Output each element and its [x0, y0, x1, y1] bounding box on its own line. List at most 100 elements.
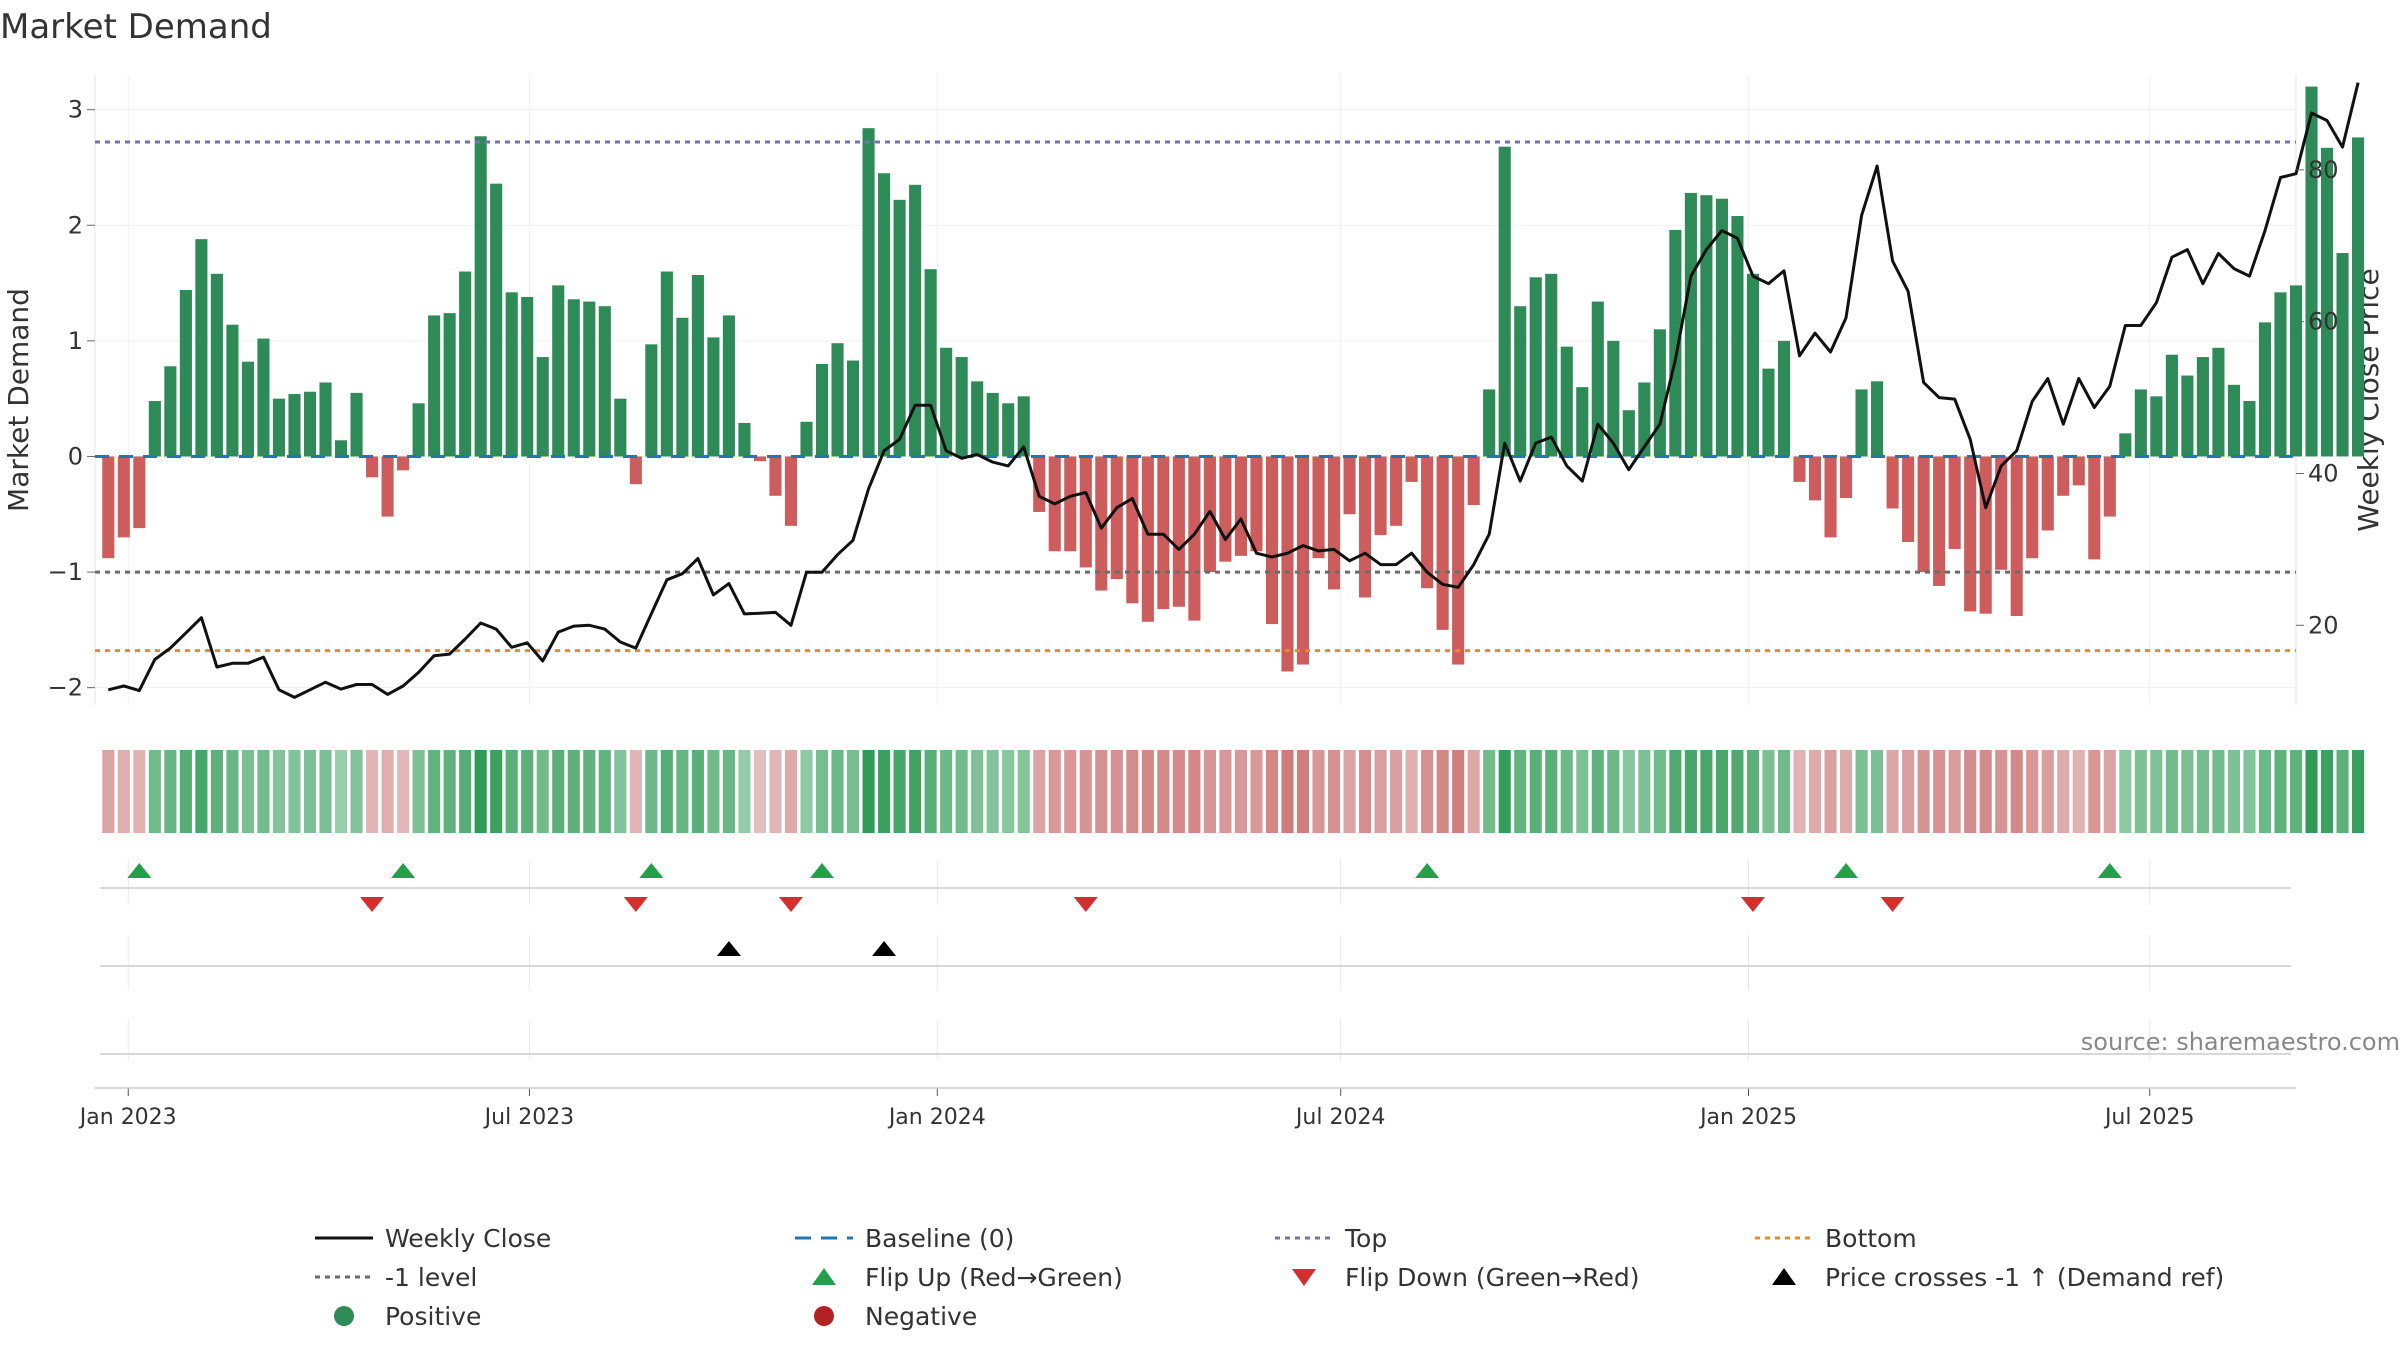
demand-bar — [1886, 456, 1899, 509]
legend-item: Price crosses -1 ↑ (Demand ref) — [1772, 1263, 2224, 1292]
x-axis-ticks: Jan 2023 Jul 2023 Jan 2024 Jul 2024 Jan 2025… — [78, 1087, 2296, 1130]
heat-strip-cell — [2181, 750, 2194, 833]
demand-bar — [1622, 410, 1635, 457]
heat-strip-cell — [226, 750, 239, 833]
legend-swatch-tri-up — [1772, 1268, 1796, 1285]
demand-bar — [1281, 456, 1294, 672]
demand-bar — [1421, 456, 1434, 589]
demand-bar — [986, 392, 999, 457]
heat-strip-cell — [691, 750, 704, 833]
flip-up-marker — [1415, 863, 1440, 878]
heat-strip-cell — [2212, 750, 2225, 833]
flip-down-marker — [1880, 897, 1905, 912]
demand-bar — [846, 360, 860, 457]
heat-strip-cell — [1777, 750, 1791, 833]
demand-bar — [334, 440, 348, 457]
heat-strip-cell — [1638, 750, 1651, 833]
heat-strip-cell — [1622, 750, 1635, 833]
demand-bar — [2057, 456, 2070, 496]
x-gridlines — [127, 75, 2151, 1060]
demand-bar — [629, 456, 642, 485]
price-cross-marker — [872, 941, 897, 956]
heat-strip-cell — [1374, 750, 1387, 833]
heat-strip-cell — [334, 750, 348, 833]
demand-bar — [490, 183, 503, 457]
legend-item: -1 level — [315, 1263, 477, 1292]
flip-up-marker — [127, 863, 152, 878]
heat-strip-cell — [1421, 750, 1434, 833]
demand-bar — [459, 271, 472, 457]
demand-bar — [1669, 229, 1682, 457]
heat-strip-cell — [1405, 750, 1418, 833]
heat-strip-cell — [1824, 750, 1837, 833]
demand-bar — [2134, 389, 2147, 457]
demand-bar — [1777, 340, 1791, 457]
heat-strip-cell — [1871, 750, 1884, 833]
heat-strip-cell — [2227, 750, 2240, 833]
demand-bar — [598, 306, 611, 457]
demand-bar — [133, 456, 146, 529]
y-tick-label: −2 — [48, 674, 83, 702]
demand-bar — [148, 400, 161, 457]
legend-label: Negative — [865, 1302, 977, 1331]
heat-strip-cell — [1715, 750, 1728, 833]
legend-label: Price crosses -1 ↑ (Demand ref) — [1825, 1263, 2224, 1292]
heat-strip-cell — [133, 750, 146, 833]
heat-strip-cell — [2103, 750, 2116, 833]
demand-bar — [1296, 456, 1310, 665]
demand-bar — [2088, 456, 2101, 560]
x-tick-label: Jul 2024 — [1294, 1105, 1386, 1130]
y-axis-label: Market Demand — [2, 288, 35, 512]
y-tick-label: 0 — [68, 442, 83, 470]
demand-bar — [2181, 375, 2194, 457]
heat-strip-cell — [2320, 750, 2334, 833]
heat-strip-cell — [971, 750, 984, 833]
demand-bar — [1715, 198, 1728, 457]
demand-bar — [831, 343, 844, 457]
heat-strip-cell — [1560, 750, 1573, 833]
demand-bar — [1731, 216, 1744, 457]
demand-bar — [707, 337, 720, 457]
demand-bar — [924, 269, 937, 457]
heat-strip-cell — [924, 750, 937, 833]
heat-strip-cell — [1327, 750, 1341, 833]
flip-down-marker — [360, 897, 385, 912]
heat-strip-cell — [1793, 750, 1806, 833]
legend-label: Top — [1344, 1224, 1387, 1253]
demand-bar — [1979, 456, 1992, 614]
demand-bar — [2305, 86, 2318, 457]
demand-bar — [1374, 456, 1387, 536]
demand-bar — [2336, 253, 2349, 457]
heat-strip-cell — [102, 750, 115, 833]
heat-strip-cell — [257, 750, 270, 833]
x-tick-label: Jul 2025 — [2103, 1105, 2195, 1130]
demand-bar — [1871, 381, 1884, 457]
heat-strip-cell — [614, 750, 627, 833]
demand-bar — [552, 285, 565, 457]
demand-bar — [366, 456, 379, 478]
demand-bar — [1793, 456, 1806, 482]
heat-strip-cell — [241, 750, 254, 833]
heat-strip-cell — [2274, 750, 2287, 833]
x-tick-label: Jan 2023 — [78, 1105, 177, 1130]
demand-bar — [505, 292, 518, 457]
heat-strip-cell — [2196, 750, 2209, 833]
heat-strip-cell — [1995, 750, 2008, 833]
heat-strip-cell — [660, 750, 673, 833]
y2-tick-label: 80 — [2308, 156, 2339, 184]
legend-item: Negative — [814, 1302, 977, 1331]
flip-up-marker — [810, 863, 835, 878]
legend-item: Weekly Close — [315, 1224, 551, 1253]
heat-strip-cell — [1172, 750, 1185, 833]
heat-strip-cell — [1808, 750, 1822, 833]
demand-bar — [1467, 456, 1480, 506]
demand-bar — [521, 296, 534, 457]
demand-bar — [893, 199, 906, 457]
heat-strip-cell — [1017, 750, 1030, 833]
demand-bar — [397, 456, 410, 471]
heat-strip-cell — [117, 750, 130, 833]
heat-strip-cell — [428, 750, 441, 833]
heat-strip-cell — [412, 750, 425, 833]
legend-item: Flip Up (Red→Green) — [812, 1263, 1123, 1292]
heat-strip-cell — [164, 750, 177, 833]
